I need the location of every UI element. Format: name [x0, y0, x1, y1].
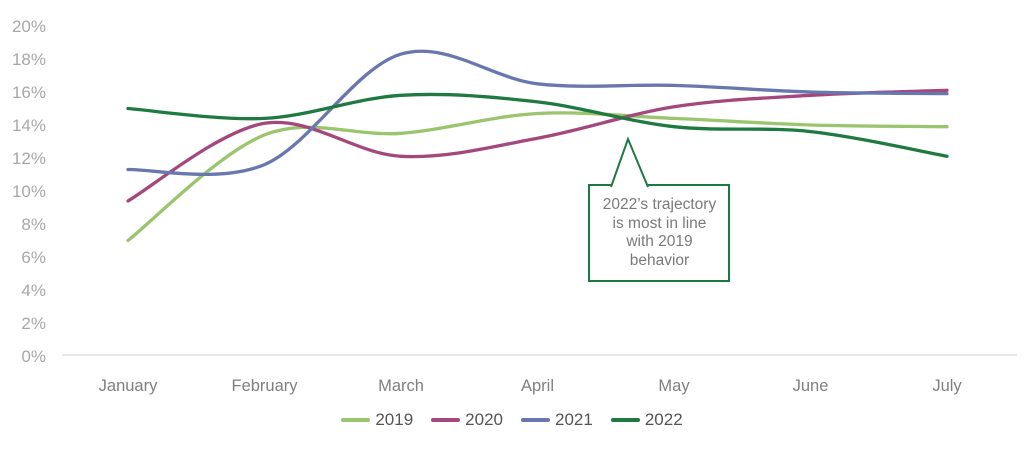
x-axis-tick-label: January: [99, 377, 158, 395]
legend-swatch-2021: [521, 418, 550, 422]
annotation-callout-box: [588, 184, 730, 282]
legend-label-2022: 2022: [644, 410, 683, 429]
x-axis-tick-label: February: [231, 377, 298, 395]
y-axis-tick-label: 14%: [12, 116, 46, 135]
annotation-callout-tail: [610, 136, 649, 188]
x-axis-tick-label: March: [378, 377, 424, 395]
y-axis-tick-label: 16%: [12, 83, 46, 102]
legend-item-2020: 2020: [431, 410, 503, 430]
legend-item-2019: 2019: [341, 410, 413, 430]
x-axis-tick-label: July: [932, 377, 962, 395]
chart-legend: 2019 2020 2021 2022: [0, 410, 1024, 430]
x-axis-tick-label: May: [658, 377, 690, 395]
y-axis-tick-label: 2%: [21, 314, 46, 333]
series-line-2022: [126, 92, 949, 158]
x-axis-tick-label: April: [521, 377, 554, 395]
y-axis-tick-label: 4%: [21, 281, 46, 300]
legend-swatch-2020: [431, 418, 461, 422]
y-axis-tick-label: 20%: [12, 17, 46, 36]
legend-label-2021: 2021: [555, 410, 593, 429]
series-line-2020: [126, 88, 949, 203]
legend-swatch-2019: [341, 418, 371, 422]
legend-swatch-2022: [610, 418, 640, 422]
annotation-callout-text: 2022’s trajectory is most in line with 2…: [602, 196, 717, 269]
legend-item-2022: 2022: [610, 410, 683, 430]
legend-item-2021: 2021: [521, 410, 593, 430]
legend-label-2019: 2019: [375, 410, 414, 429]
y-axis-tick-label: 6%: [21, 248, 46, 267]
legend-label-2020: 2020: [465, 410, 503, 429]
y-axis-tick-label: 18%: [12, 50, 46, 69]
x-axis-tick-label: June: [793, 377, 829, 395]
y-axis-tick-label: 8%: [21, 215, 46, 234]
series-line-2021: [126, 49, 949, 177]
y-axis-tick-label: 0%: [21, 347, 46, 366]
y-axis-tick-label: 10%: [12, 182, 46, 201]
series-line-2019: [126, 111, 949, 243]
y-axis-tick-label: 12%: [12, 149, 46, 168]
annotation-callout-tail-fill: [611, 139, 648, 188]
